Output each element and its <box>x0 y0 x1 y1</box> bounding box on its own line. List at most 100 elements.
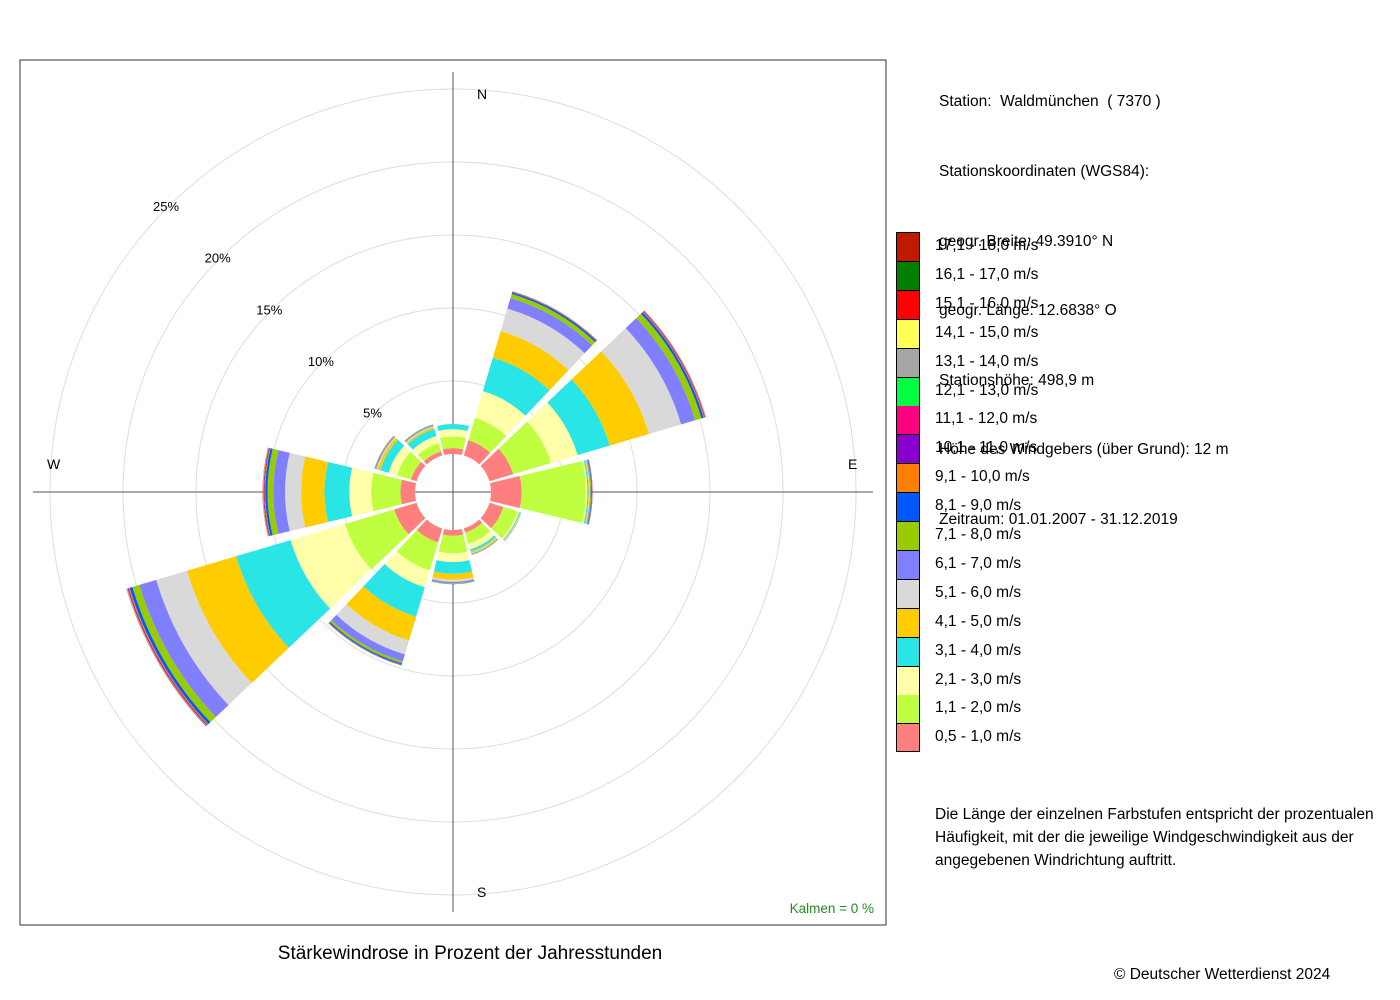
legend-swatch <box>896 607 920 637</box>
compass-label-w: W <box>47 456 61 472</box>
sector-segment <box>584 460 590 524</box>
sector-segment <box>346 586 417 641</box>
legend-swatch <box>896 549 920 579</box>
compass-label-s: S <box>477 884 486 900</box>
sector-segment <box>412 435 439 455</box>
legend-swatch <box>896 636 920 666</box>
station-line: Station: Waldmünchen ( 7370 ) <box>939 93 1161 111</box>
sector-segment <box>186 556 289 683</box>
compass-axes <box>33 72 873 912</box>
sector-segment <box>442 448 464 456</box>
sector-segment <box>438 534 468 554</box>
sector-segment <box>433 560 473 574</box>
sector-segment <box>417 442 441 462</box>
legend-label: 15,1 - 16,0 m/s <box>935 294 1039 312</box>
legend-swatch <box>896 723 920 753</box>
legend-item: 16,1 - 17,0 m/s <box>896 260 1096 290</box>
sector-segment <box>406 427 435 445</box>
sector-segment <box>336 604 410 655</box>
legend-item: 1,1 - 2,0 m/s <box>896 694 1096 724</box>
legend-item: 4,1 - 5,0 m/s <box>896 607 1096 637</box>
legend-label: 8,1 - 9,0 m/s <box>935 497 1022 515</box>
sector-segment <box>501 511 520 540</box>
station-line: geogr. Breite: 49.3910° N <box>939 232 1114 250</box>
sector-segment <box>503 511 520 541</box>
sector-segment <box>474 391 526 436</box>
sector-segment <box>384 551 430 588</box>
sector-segment <box>463 440 491 465</box>
sector-segment <box>432 577 474 582</box>
legend-item: 17,1 - 18,0 m/s <box>896 232 1096 261</box>
sector-segment <box>156 570 252 706</box>
sector-segment <box>329 620 403 664</box>
ring-label: 25% <box>153 199 179 214</box>
legend-item: 7,1 - 8,0 m/s <box>896 521 1096 550</box>
sector-segment <box>345 509 409 570</box>
sector-segment <box>416 519 443 543</box>
legend-label: 17,1 - 18,0 m/s <box>935 237 1039 254</box>
legend-item: 15,1 - 16,0 m/s <box>896 289 1096 319</box>
station-line: Stationshöhe: 498,9 m <box>939 371 1095 389</box>
sector-segment <box>407 428 437 450</box>
sector-segment <box>601 328 682 434</box>
sector-segment <box>465 522 491 544</box>
legend-label: 3,1 - 4,0 m/s <box>935 641 1022 659</box>
sector-segment <box>491 506 518 539</box>
sector-segment <box>377 437 398 471</box>
legend-swatch <box>896 347 920 377</box>
legend-label: 4,1 - 5,0 m/s <box>935 612 1022 630</box>
station-line: Höhe des Windgebers (über Grund): 12 m <box>939 441 1229 459</box>
station-info: Station: Waldmünchen ( 7370 ) Stationsko… <box>939 44 1228 554</box>
sector-segment <box>583 460 589 524</box>
ring-label: 15% <box>256 302 282 317</box>
sector-segment <box>625 318 696 425</box>
sector-segment <box>527 402 578 463</box>
sector-segment <box>262 447 269 537</box>
ring-label: 20% <box>205 251 231 266</box>
legend-swatch <box>896 232 920 261</box>
legend-label: 10,1 - 11,0 m/s <box>935 439 1038 457</box>
sector-segment <box>571 351 650 446</box>
sector-segment <box>468 417 507 453</box>
chart-caption: Stärkewindrose in Prozent der Jahresstun… <box>277 943 663 964</box>
sector-segment <box>431 579 475 584</box>
sector-segment <box>468 531 495 550</box>
sector-segment <box>588 459 593 525</box>
sector-segment <box>380 439 405 473</box>
sector-segment <box>507 298 593 354</box>
sector-segment <box>440 436 466 450</box>
sector-segment <box>470 537 497 553</box>
legend-item: 12,1 - 13,0 m/s <box>896 376 1096 406</box>
legend-swatch <box>896 434 920 464</box>
sector-segment <box>405 425 434 443</box>
sector-segment <box>285 452 306 532</box>
legend-item: 13,1 - 14,0 m/s <box>896 347 1096 377</box>
sector-segment <box>262 447 269 537</box>
ring-label: 10% <box>308 354 334 369</box>
sector-segment <box>587 459 593 525</box>
sector-segment <box>588 459 593 525</box>
chart-labels: N E S W Kalmen = 0 % 5% 10% 15% 20% 25% <box>47 86 874 916</box>
sector-segment <box>290 523 372 609</box>
sector-segment <box>363 564 425 617</box>
plot-frame <box>19 59 887 926</box>
legend-item: 9,1 - 10,0 m/s <box>896 463 1096 493</box>
sector-segment <box>265 448 273 536</box>
sector-segment <box>437 424 469 431</box>
legend-swatch <box>896 665 920 695</box>
legend-swatch <box>896 376 920 406</box>
sector-segment <box>410 461 426 482</box>
sector-segment <box>470 535 496 552</box>
compass-label-n: N <box>477 86 487 102</box>
legend-label: 9,1 - 10,0 m/s <box>935 468 1030 486</box>
legend-swatch <box>896 521 920 550</box>
legend-item: 14,1 - 15,0 m/s <box>896 318 1096 348</box>
sector-segment <box>585 460 590 524</box>
legend-item: 11,1 - 12,0 m/s <box>896 405 1096 435</box>
sector-segment <box>500 308 585 371</box>
sector-segment <box>436 551 470 563</box>
sector-segment <box>139 579 229 718</box>
sector-segment <box>547 379 610 456</box>
sector-segment <box>480 502 504 529</box>
